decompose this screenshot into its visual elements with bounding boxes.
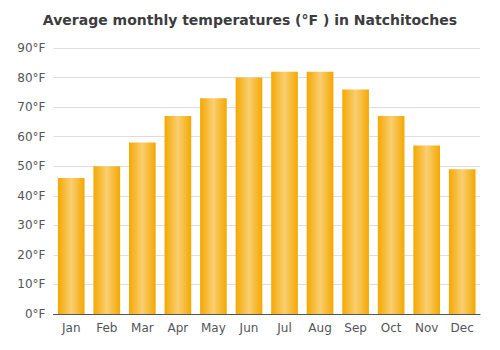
- svg-text:Jul: Jul: [276, 321, 291, 335]
- svg-text:Apr: Apr: [167, 321, 188, 335]
- svg-text:60°F: 60°F: [17, 130, 45, 144]
- svg-text:70°F: 70°F: [17, 100, 45, 114]
- svg-text:80°F: 80°F: [17, 71, 45, 85]
- svg-text:50°F: 50°F: [17, 159, 45, 173]
- svg-text:May: May: [201, 321, 226, 335]
- svg-text:Jan: Jan: [61, 321, 81, 335]
- svg-text:0°F: 0°F: [25, 307, 46, 321]
- svg-text:90°F: 90°F: [17, 41, 45, 55]
- svg-text:Feb: Feb: [96, 321, 117, 335]
- svg-text:20°F: 20°F: [17, 248, 45, 262]
- svg-text:Oct: Oct: [381, 321, 402, 335]
- svg-text:30°F: 30°F: [17, 218, 45, 232]
- svg-text:Sep: Sep: [344, 321, 367, 335]
- svg-text:Dec: Dec: [451, 321, 474, 335]
- svg-text:Jun: Jun: [239, 321, 259, 335]
- svg-text:Nov: Nov: [415, 321, 438, 335]
- svg-text:Aug: Aug: [308, 321, 331, 335]
- svg-text:Average monthly temperatures (: Average monthly temperatures (°F ) in Na…: [43, 12, 457, 28]
- svg-text:Mar: Mar: [131, 321, 154, 335]
- svg-text:10°F: 10°F: [17, 277, 45, 291]
- svg-text:40°F: 40°F: [17, 189, 45, 203]
